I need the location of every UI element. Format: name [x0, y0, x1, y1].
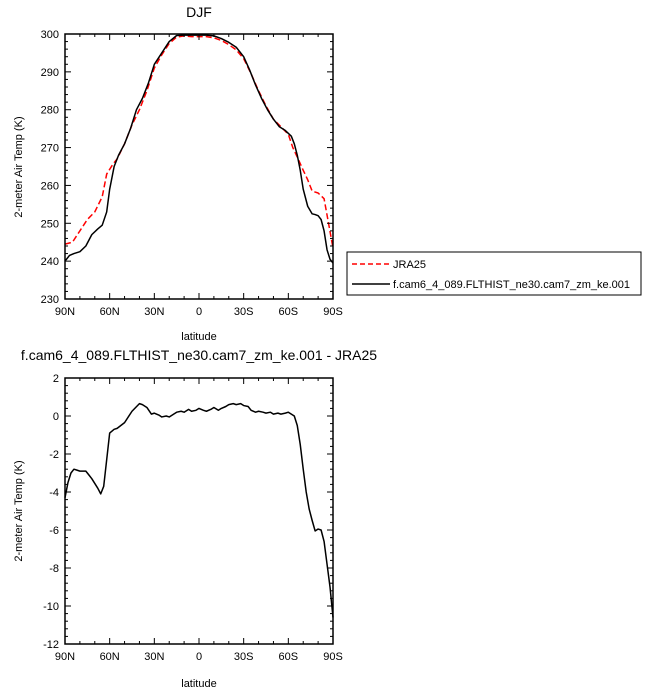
bottom-plot-frame: [64, 377, 334, 645]
bottom-y-tick-label: 0: [53, 411, 59, 423]
top-axes: 90N 60N 30N 0 30S 60S 90S 230 240 250 260 270 280 290…: [41, 29, 343, 318]
top-x-tick-label: 0: [196, 306, 202, 318]
bottom-y-tick-label: -8: [49, 563, 59, 575]
bottom-x-tick-label: 60S: [279, 651, 299, 663]
top-x-tick-label: 90S: [323, 306, 343, 318]
bottom-y-tick-label: -12: [43, 639, 59, 651]
top-y-tick-label: 250: [41, 218, 59, 230]
bottom-x-tick-label: 0: [196, 651, 202, 663]
bottom-chart-title: f.cam6_4_089.FLTHIST_ne30.cam7_zm_ke.001…: [21, 347, 377, 363]
bottom-x-tick-label: 60N: [100, 651, 120, 663]
bottom-y-tick-label: -6: [49, 525, 59, 537]
top-y-tick-label: 280: [41, 105, 59, 117]
bottom-x-tick-label: 90S: [323, 651, 343, 663]
legend: JRA25 f.cam6_4_089.FLTHIST_ne30.cam7_zm_…: [346, 251, 642, 296]
legend-label-model: f.cam6_4_089.FLTHIST_ne30.cam7_zm_ke.001: [393, 279, 630, 291]
top-x-tick-label: 30N: [144, 306, 164, 318]
top-x-tick-label: 30S: [234, 306, 254, 318]
top-y-tick-label: 300: [41, 29, 59, 41]
top-y-tick-label: 230: [41, 294, 59, 306]
top-x-tick-label: 90N: [55, 306, 75, 318]
top-y-tick-label: 290: [41, 67, 59, 79]
bottom-x-tick-label: 90N: [55, 651, 75, 663]
top-x-tick-label: 60S: [279, 306, 299, 318]
bottom-y-tick-label: -2: [49, 449, 59, 461]
bottom-y-tick-label: 2: [53, 373, 59, 385]
bottom-series-lines: [64, 402, 334, 618]
bottom-y-tick-label: -10: [43, 601, 59, 613]
bottom-panel: f.cam6_4_089.FLTHIST_ne30.cam7_zm_ke.001…: [13, 347, 377, 690]
top-y-tick-label: 270: [41, 143, 59, 155]
top-panel: DJF 90N 60N 30N 0 30S 60S 90S 230 240 250 260 270 28…: [13, 4, 343, 343]
bottom-y-axis-title: 2-meter Air Temp (K): [13, 460, 25, 561]
top-y-axis-title: 2-meter Air Temp (K): [13, 116, 25, 217]
legend-box: [346, 251, 642, 296]
top-plot-frame: [64, 33, 334, 300]
bottom-series-line-0: [64, 402, 334, 618]
bottom-axes: 90N 60N 30N 0 30S 60S 90S -12 -10 -8 -6 -4 -2 0 2: [43, 373, 343, 663]
bottom-x-axis-title: latitude: [181, 678, 216, 690]
bottom-y-tick-label: -4: [49, 487, 59, 499]
top-y-tick-label: 260: [41, 180, 59, 192]
top-chart-title: DJF: [186, 4, 212, 20]
top-y-tick-label: 240: [41, 256, 59, 268]
bottom-x-tick-label: 30S: [234, 651, 254, 663]
bottom-x-tick-label: 30N: [144, 651, 164, 663]
legend-label-jra25: JRA25: [393, 259, 426, 271]
top-x-tick-label: 60N: [100, 306, 120, 318]
top-x-axis-title: latitude: [181, 331, 216, 343]
top-series-lines: [64, 34, 334, 264]
